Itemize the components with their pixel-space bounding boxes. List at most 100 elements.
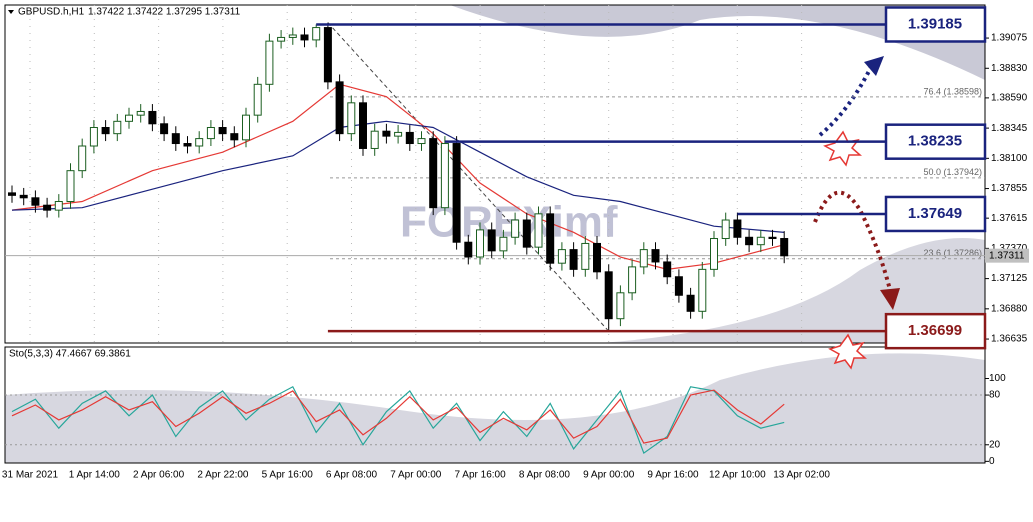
x-tick-label: 8 Apr 08:00: [519, 470, 571, 481]
candle-body: [639, 249, 648, 268]
level-box: [884, 312, 987, 350]
candle-body: [125, 114, 133, 122]
menu-icon: [8, 10, 14, 14]
candle-body: [218, 126, 227, 135]
symbol: GBPUSD.h,H1: [18, 7, 85, 18]
level-label: 1.39185: [908, 15, 962, 32]
candle-body: [19, 194, 28, 199]
y-tick-label: 1.37125: [991, 273, 1028, 284]
candle-body: [674, 276, 683, 296]
candle-body: [487, 229, 496, 252]
x-tick-label: 5 Apr 16:00: [262, 470, 314, 481]
candle-body: [370, 130, 379, 149]
y-tick-label: 1.36880: [991, 303, 1028, 314]
candle-body: [429, 138, 438, 209]
candle-body: [663, 261, 672, 278]
candle-body: [686, 294, 695, 312]
stoch-tick-label: 80: [989, 390, 1001, 401]
stoch-line: [11, 389, 785, 444]
sub-frame: [4, 346, 986, 464]
candle-body: [101, 126, 110, 135]
candle-body: [148, 110, 157, 125]
fib-label: 76.4 (1.38598): [923, 86, 982, 96]
candle-body: [534, 213, 543, 248]
candle-body: [733, 219, 742, 238]
y-tick-label: 1.37855: [991, 183, 1028, 194]
x-tick-label: 7 Apr 00:00: [390, 470, 442, 481]
candle-body: [745, 236, 754, 246]
current-price-box: [985, 248, 1029, 263]
candle-body: [464, 241, 473, 258]
backdrop-wave: [5, 353, 985, 463]
candle-body: [394, 131, 403, 137]
candle-body: [347, 102, 356, 135]
candle-body: [66, 170, 75, 203]
x-tick-label: 2 Apr 22:00: [197, 470, 249, 481]
candle-body: [569, 249, 578, 270]
x-tick-label: 13 Apr 02:00: [773, 470, 830, 481]
candle-body: [511, 219, 520, 238]
candle-body: [710, 238, 718, 270]
candle-body: [359, 102, 367, 149]
candle-body: [288, 34, 297, 38]
x-tick-label: 2 Apr 06:00: [133, 470, 185, 481]
candle-body: [382, 130, 391, 137]
candle-body: [31, 197, 40, 206]
y-tick-label: 1.38830: [991, 63, 1028, 74]
stochastic-title: Sto(5,3,3) 47.4667 69.3861: [9, 349, 131, 360]
candle-body: [604, 271, 613, 320]
candle-body: [405, 131, 414, 145]
candle-body: [546, 213, 555, 264]
candle-body: [476, 229, 484, 258]
candle-body: [265, 40, 274, 85]
x-tick-label: 1 Apr 14:00: [69, 470, 121, 481]
current-price-label: 1.37311: [989, 250, 1025, 261]
moving-average: [11, 120, 785, 233]
y-tick-label: 1.37615: [991, 213, 1028, 224]
candle-body: [522, 219, 531, 248]
candle-body: [89, 126, 98, 147]
candle-body: [581, 242, 590, 270]
candle-body: [312, 27, 321, 41]
y-tick-label: 1.38100: [991, 153, 1028, 164]
x-tick-label: 7 Apr 16:00: [455, 470, 507, 481]
candle-body: [253, 83, 262, 116]
x-tick-label: 31 Mar 2021: [2, 470, 59, 481]
candle-body: [780, 238, 789, 257]
y-tick-label: 1.36635: [991, 334, 1028, 345]
x-tick-label: 9 Apr 16:00: [647, 470, 699, 481]
level-label: 1.37649: [908, 205, 962, 222]
candle-body: [768, 236, 777, 240]
stoch-tick-label: 20: [989, 439, 1001, 450]
candle-body: [756, 236, 765, 246]
candle-body: [242, 114, 250, 141]
fib-label: 50.0 (1.37942): [923, 167, 982, 177]
candle-body: [499, 236, 508, 252]
y-tick-label: 1.38590: [991, 93, 1028, 104]
candle-body: [721, 219, 730, 240]
plot-layer: 1.39075 1.38830 1.38590 1.38345 1.38100 1.378…: [2, 5, 1029, 481]
burst: [823, 130, 862, 167]
candle-body: [54, 201, 63, 211]
main-frame: [4, 4, 986, 344]
candle-body: [8, 192, 16, 196]
arrow: [818, 64, 874, 137]
candle-body: [171, 133, 180, 145]
arrow-head: [880, 288, 900, 310]
candle-body: [651, 249, 660, 263]
level-box: [884, 195, 987, 233]
level-label: 1.38235: [908, 133, 962, 150]
candle-body: [452, 143, 461, 243]
fib-label: 23.6 (1.37286): [923, 248, 982, 258]
candle-body: [616, 292, 625, 320]
candle-body: [417, 138, 426, 145]
candle-body: [160, 123, 169, 135]
candle-body: [78, 145, 87, 172]
ohlc-text: 1.37422 1.37422 1.37295 1.37311: [88, 7, 241, 18]
stoch-tick-label: 0: [989, 456, 995, 467]
candle-body: [440, 143, 449, 209]
burst: [828, 333, 867, 370]
arrow: [813, 190, 892, 291]
level-box: [884, 6, 987, 43]
y-tick-label: 1.38345: [991, 123, 1028, 134]
